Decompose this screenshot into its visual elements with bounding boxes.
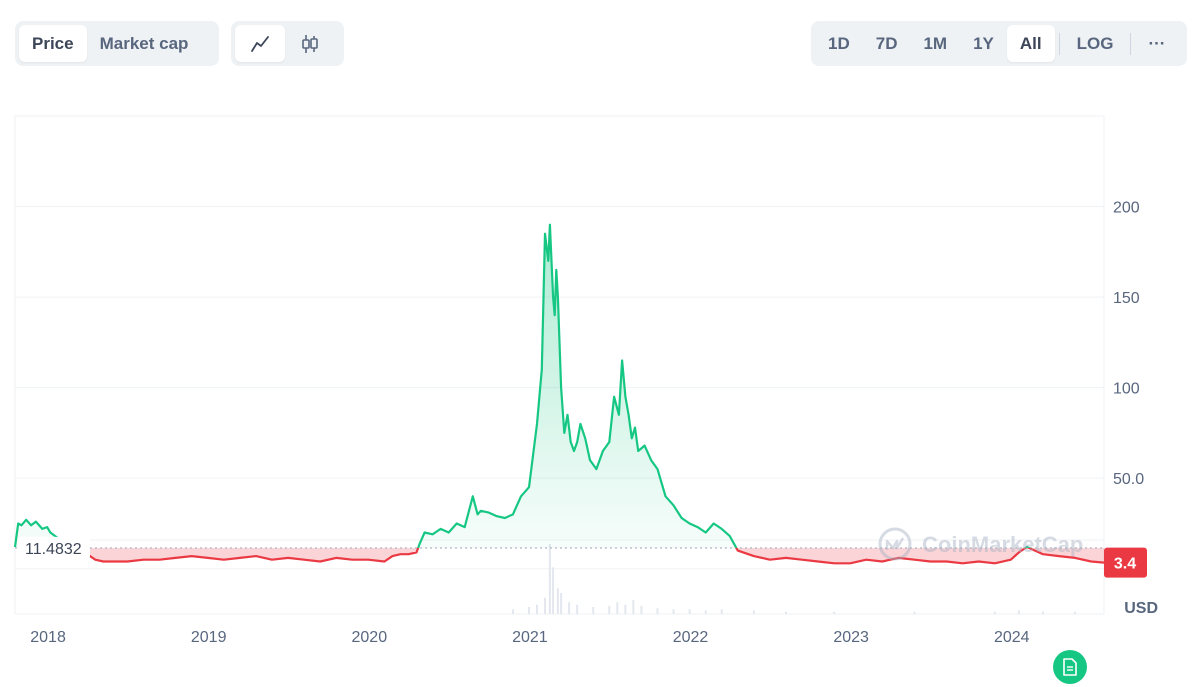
y-tick-label: 150 [1113, 290, 1140, 307]
metric-toggle: Price Market cap [15, 21, 219, 66]
volume-bar [511, 609, 514, 614]
y-axis-labels: 50.0 100 150 200 [1113, 200, 1144, 489]
volume-bar [752, 610, 755, 614]
volume-bar [568, 602, 571, 614]
price-area [15, 224, 1104, 564]
volume-bar [704, 610, 707, 614]
volume-bar [1041, 611, 1044, 614]
volume-bar [833, 611, 836, 614]
current-price-label: 3.4 [1114, 556, 1136, 573]
tab-price[interactable]: Price [19, 25, 87, 62]
volume-bar [592, 607, 595, 614]
volume-bar [656, 608, 659, 614]
volume-bar [556, 588, 559, 614]
coinmarketcap-logo-icon [878, 527, 912, 561]
volume-bar [552, 567, 555, 614]
candlestick-button[interactable] [285, 25, 335, 62]
chart-type-toggle [231, 21, 344, 66]
x-tick-label: 2023 [833, 629, 869, 646]
x-tick-label: 2022 [673, 629, 709, 646]
toolbar-divider [1130, 32, 1132, 55]
volume-bar [632, 600, 635, 614]
baseline-value-label: 11.4832 [25, 541, 82, 558]
volume-bar [544, 597, 547, 614]
watermark: CoinMarketCap [878, 527, 1083, 561]
currency-label: USD [1124, 600, 1158, 617]
range-1d[interactable]: 1D [828, 34, 850, 53]
volume-bar [913, 611, 916, 614]
x-tick-label: 2018 [30, 629, 66, 646]
notes-button[interactable] [1053, 650, 1087, 684]
x-tick-label: 2021 [512, 629, 548, 646]
price-line [13, 223, 1105, 565]
y-tick-label: 100 [1113, 381, 1140, 398]
volume-bar [993, 611, 996, 614]
volume-bar [536, 604, 539, 614]
range-all[interactable]: All [1006, 25, 1055, 62]
volume-bar [527, 607, 530, 614]
price-line-up [13, 223, 1032, 548]
line-chart-button[interactable] [235, 25, 285, 62]
toolbar-divider [1058, 32, 1060, 55]
volume-bar [672, 609, 675, 614]
range-1y[interactable]: 1Y [973, 34, 994, 53]
volume-bar [608, 605, 611, 614]
volume-bar [640, 605, 643, 614]
line-chart-icon [251, 35, 269, 52]
x-tick-label: 2024 [994, 629, 1030, 646]
area-above-baseline [15, 224, 1104, 548]
x-axis-labels: 2018 2019 2020 2021 2022 2023 2024 [30, 629, 1029, 646]
range-toggle: 1D 7D 1M 1Y All LOG ··· [811, 21, 1187, 66]
price-line-down [75, 547, 1105, 565]
area-below-baseline [77, 547, 1104, 564]
volume-bar [720, 609, 723, 614]
range-1m[interactable]: 1M [923, 34, 948, 53]
volume-bar [560, 593, 563, 614]
volume-bar [548, 544, 551, 614]
range-7d[interactable]: 7D [875, 34, 898, 53]
tab-market-cap[interactable]: Market cap [99, 34, 189, 53]
more-options-button[interactable]: ··· [1148, 34, 1166, 53]
volume-bar [1017, 610, 1020, 614]
plot-border [14, 115, 1105, 615]
current-price-tag [1104, 547, 1147, 578]
volume-bar [784, 611, 787, 614]
volume-bar [1074, 611, 1077, 614]
log-scale-button[interactable]: LOG [1076, 34, 1114, 53]
baseline-label-bg [18, 536, 90, 559]
x-tick-label: 2020 [352, 629, 388, 646]
volume-bar [624, 604, 627, 614]
x-tick-label: 2019 [191, 629, 227, 646]
document-icon [1063, 658, 1077, 676]
volume-bar [616, 602, 619, 614]
volume-bars [511, 544, 1077, 614]
y-tick-label: 50.0 [1113, 471, 1144, 488]
volume-bar [688, 609, 691, 614]
y-tick-label: 200 [1113, 200, 1140, 217]
candlestick-icon [302, 34, 318, 53]
watermark-text: CoinMarketCap [922, 532, 1083, 557]
volume-bar [576, 604, 579, 614]
